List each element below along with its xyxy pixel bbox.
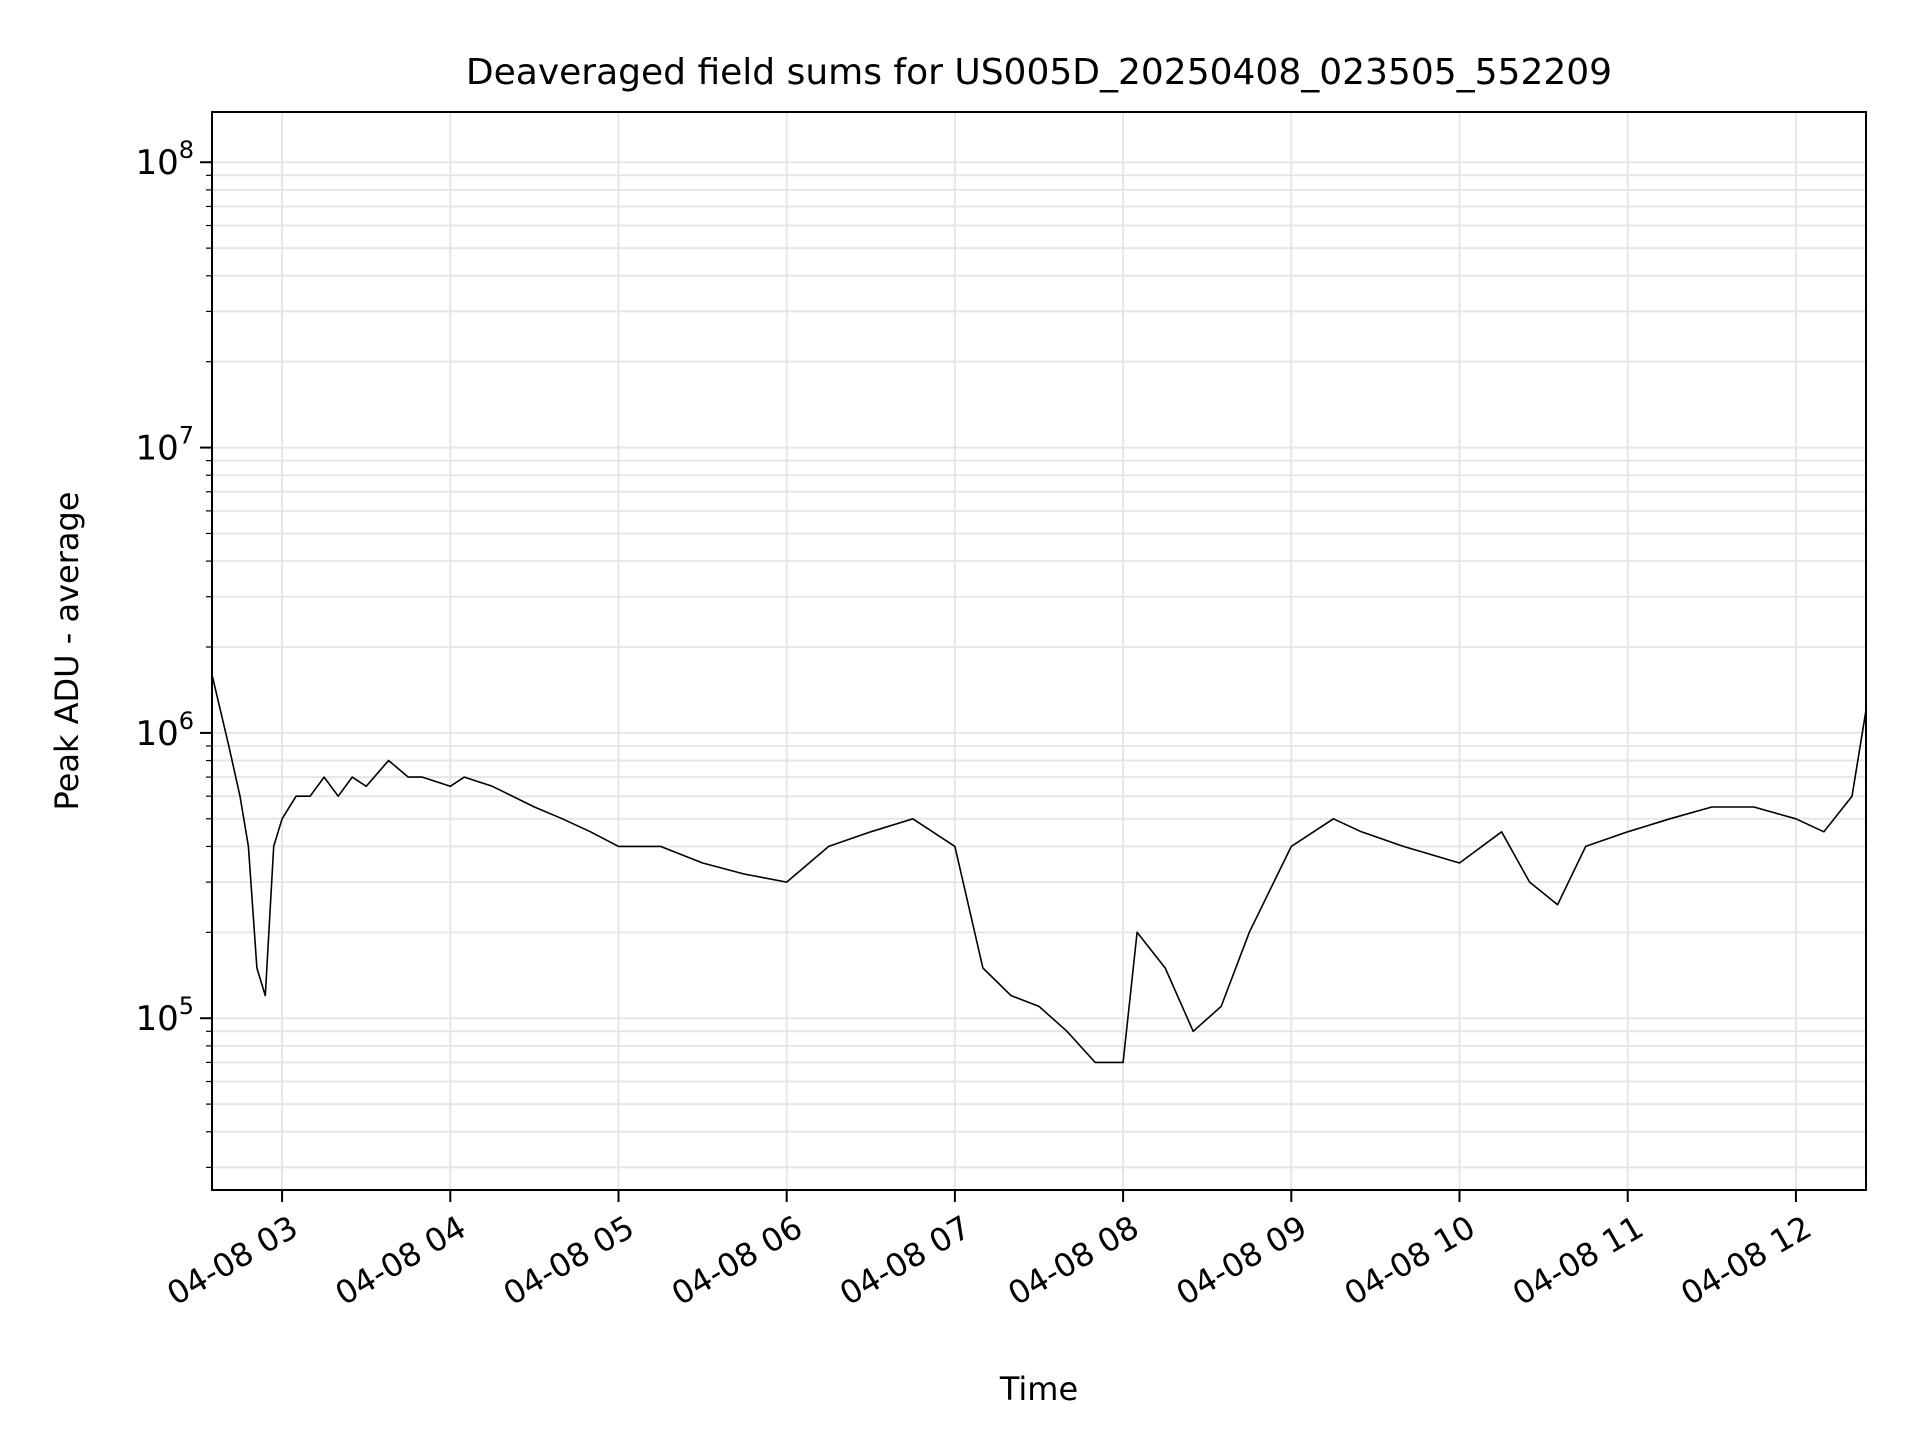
y-tick-label: 107 (135, 422, 194, 469)
series-layer (211, 674, 1867, 1064)
vertical-gridlines (281, 112, 1797, 1190)
y-tick-label: 106 (135, 707, 194, 754)
x-axis-label: Time (999, 1370, 1078, 1408)
plot-frame (211, 111, 1867, 1191)
series-line (211, 674, 1867, 1064)
horizontal-gridlines (212, 161, 1866, 1169)
y-tick-label: 108 (135, 136, 194, 183)
y-axis-label: Peak ADU - average (48, 492, 86, 811)
y-axis: 105 106 107 108 (135, 136, 212, 1169)
y-tick-label: 105 (135, 992, 194, 1039)
chart-title: Deaveraged field sums for US005D_2025040… (466, 52, 1612, 93)
